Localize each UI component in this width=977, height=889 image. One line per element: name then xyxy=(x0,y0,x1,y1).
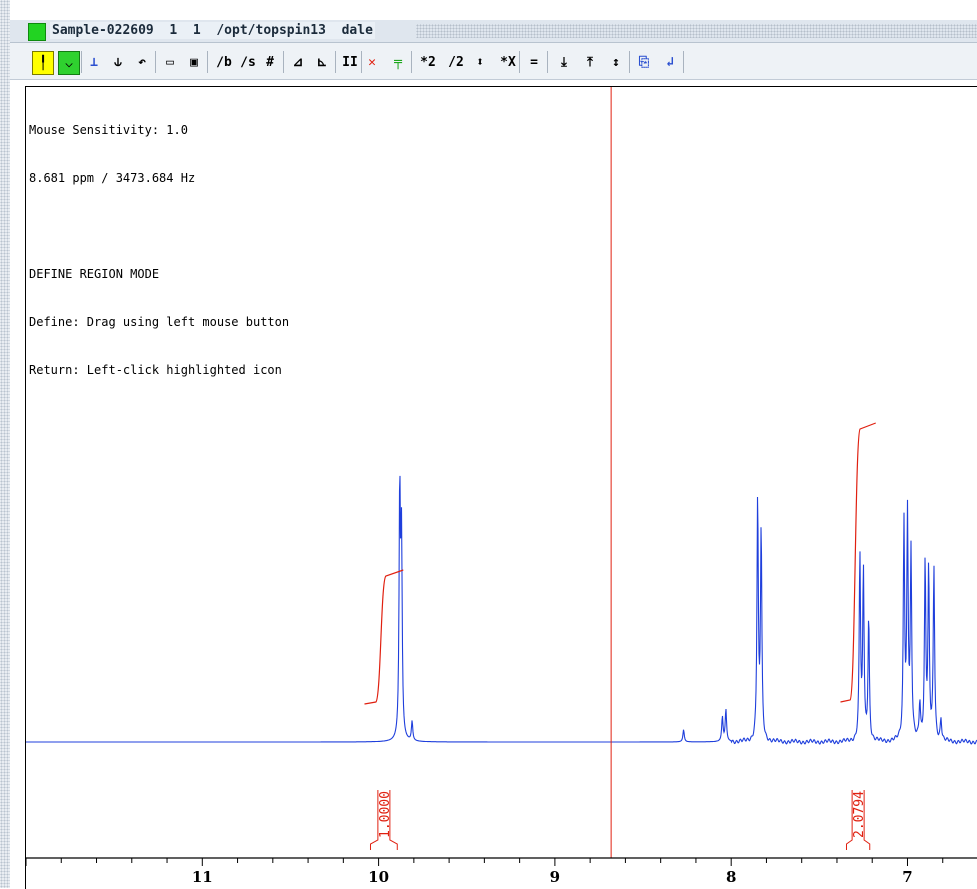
mode-button-2[interactable]: ⌵ xyxy=(58,51,80,75)
window-titlebar[interactable]: Sample-022609 1 1 /opt/topspin13 dale xyxy=(10,20,977,43)
integral-curve xyxy=(364,569,404,705)
toolbar-separator xyxy=(547,51,548,73)
save-return-button[interactable]: ⎘ xyxy=(638,54,650,70)
window-border xyxy=(0,0,10,888)
save-button[interactable]: ▣ xyxy=(190,54,198,70)
status-indicator-icon xyxy=(28,23,46,41)
return-hint-text: Return: Left-click highlighted icon xyxy=(29,363,282,377)
info-text: Mouse Sensitivity: 1.0 8.681 ppm / 3473.… xyxy=(29,90,289,410)
mouse-sensitivity-text: Mouse Sensitivity: 1.0 xyxy=(29,123,188,137)
window-title: Sample-022609 1 1 /opt/topspin13 dale xyxy=(50,22,375,39)
x-tick-label: 8 xyxy=(726,868,736,886)
spectrum-plot-area[interactable]: Mouse Sensitivity: 1.0 8.681 ppm / 3473.… xyxy=(25,86,977,889)
open-button[interactable]: ▭ xyxy=(166,54,174,70)
define-region-button[interactable]: ╿ xyxy=(32,51,54,75)
toolbar-separator xyxy=(283,51,284,73)
green-edit-button[interactable]: ╤ xyxy=(394,54,402,70)
toolbar-separator xyxy=(335,51,336,73)
hash-button[interactable]: # xyxy=(266,54,274,70)
pause-button[interactable]: II xyxy=(342,54,358,70)
toolbar-separator xyxy=(519,51,520,73)
integration-toolbar: ╿ ⌵ ⊥ ⫝ ↶ ▭ ▣ ∕b ∕s # ⊿ ⊾ II ✕ ╤ *2/2 ⬍ *X = ⤓ ⤒ ↕ ⎘ ↲ xyxy=(10,43,977,80)
x-tick-label: 7 xyxy=(902,868,912,886)
triangle-up-button[interactable]: ⊿ xyxy=(292,54,304,70)
down-arrow-button[interactable]: ⤓ xyxy=(561,54,567,70)
triangle-down-button[interactable]: ⊾ xyxy=(316,54,328,70)
expand-button[interactable]: ↕ xyxy=(612,54,620,70)
toolbar-separator xyxy=(683,51,684,73)
toolbar-separator xyxy=(629,51,630,73)
up-arrow-button[interactable]: ⤒ xyxy=(587,54,593,70)
delete-button[interactable]: ✕ xyxy=(368,54,376,70)
slope-s-button[interactable]: ∕s xyxy=(240,54,256,70)
define-hint-text: Define: Drag using left mouse button xyxy=(29,315,290,329)
step-button[interactable]: ⫝ xyxy=(114,54,122,70)
toolbar-separator xyxy=(207,51,208,73)
return-button[interactable]: ↲ xyxy=(666,54,674,70)
multiply-2-button[interactable]: *2 xyxy=(420,54,436,70)
x-tick-label: 11 xyxy=(192,868,213,886)
integral-label: 2.0794 xyxy=(852,791,867,838)
mode-text: DEFINE REGION MODE xyxy=(29,267,160,281)
integral-bracket xyxy=(369,790,398,850)
multiply-x-button[interactable]: *X xyxy=(500,54,516,70)
x-tick-label: 10 xyxy=(368,868,389,886)
nmr-spectrum-svg[interactable]: 1.0000 2.0794 11 10 9 8 7 xyxy=(26,87,977,889)
toolbar-separator xyxy=(361,51,362,73)
x-tick-label: 9 xyxy=(550,868,560,886)
toolbar-separator xyxy=(155,51,156,73)
divide-2-button[interactable]: /2 xyxy=(448,54,464,70)
integrate-d-button[interactable]: ⊥ xyxy=(90,54,98,70)
toolbar-separator xyxy=(411,51,412,73)
toolbar-separator xyxy=(81,51,82,73)
equals-button[interactable]: = xyxy=(530,54,538,70)
cursor-position-text: 8.681 ppm / 3473.684 Hz xyxy=(29,171,196,185)
slope-b-button[interactable]: ∕b xyxy=(216,54,232,70)
undo-button[interactable]: ↶ xyxy=(138,54,146,70)
integral-bracket xyxy=(845,790,871,850)
up-down-button[interactable]: ⬍ xyxy=(476,54,484,70)
titlebar-drag-area[interactable] xyxy=(416,24,977,38)
spectrum-line xyxy=(26,475,977,745)
integral-label: 1.0000 xyxy=(378,791,393,838)
integral-curve xyxy=(840,422,876,703)
